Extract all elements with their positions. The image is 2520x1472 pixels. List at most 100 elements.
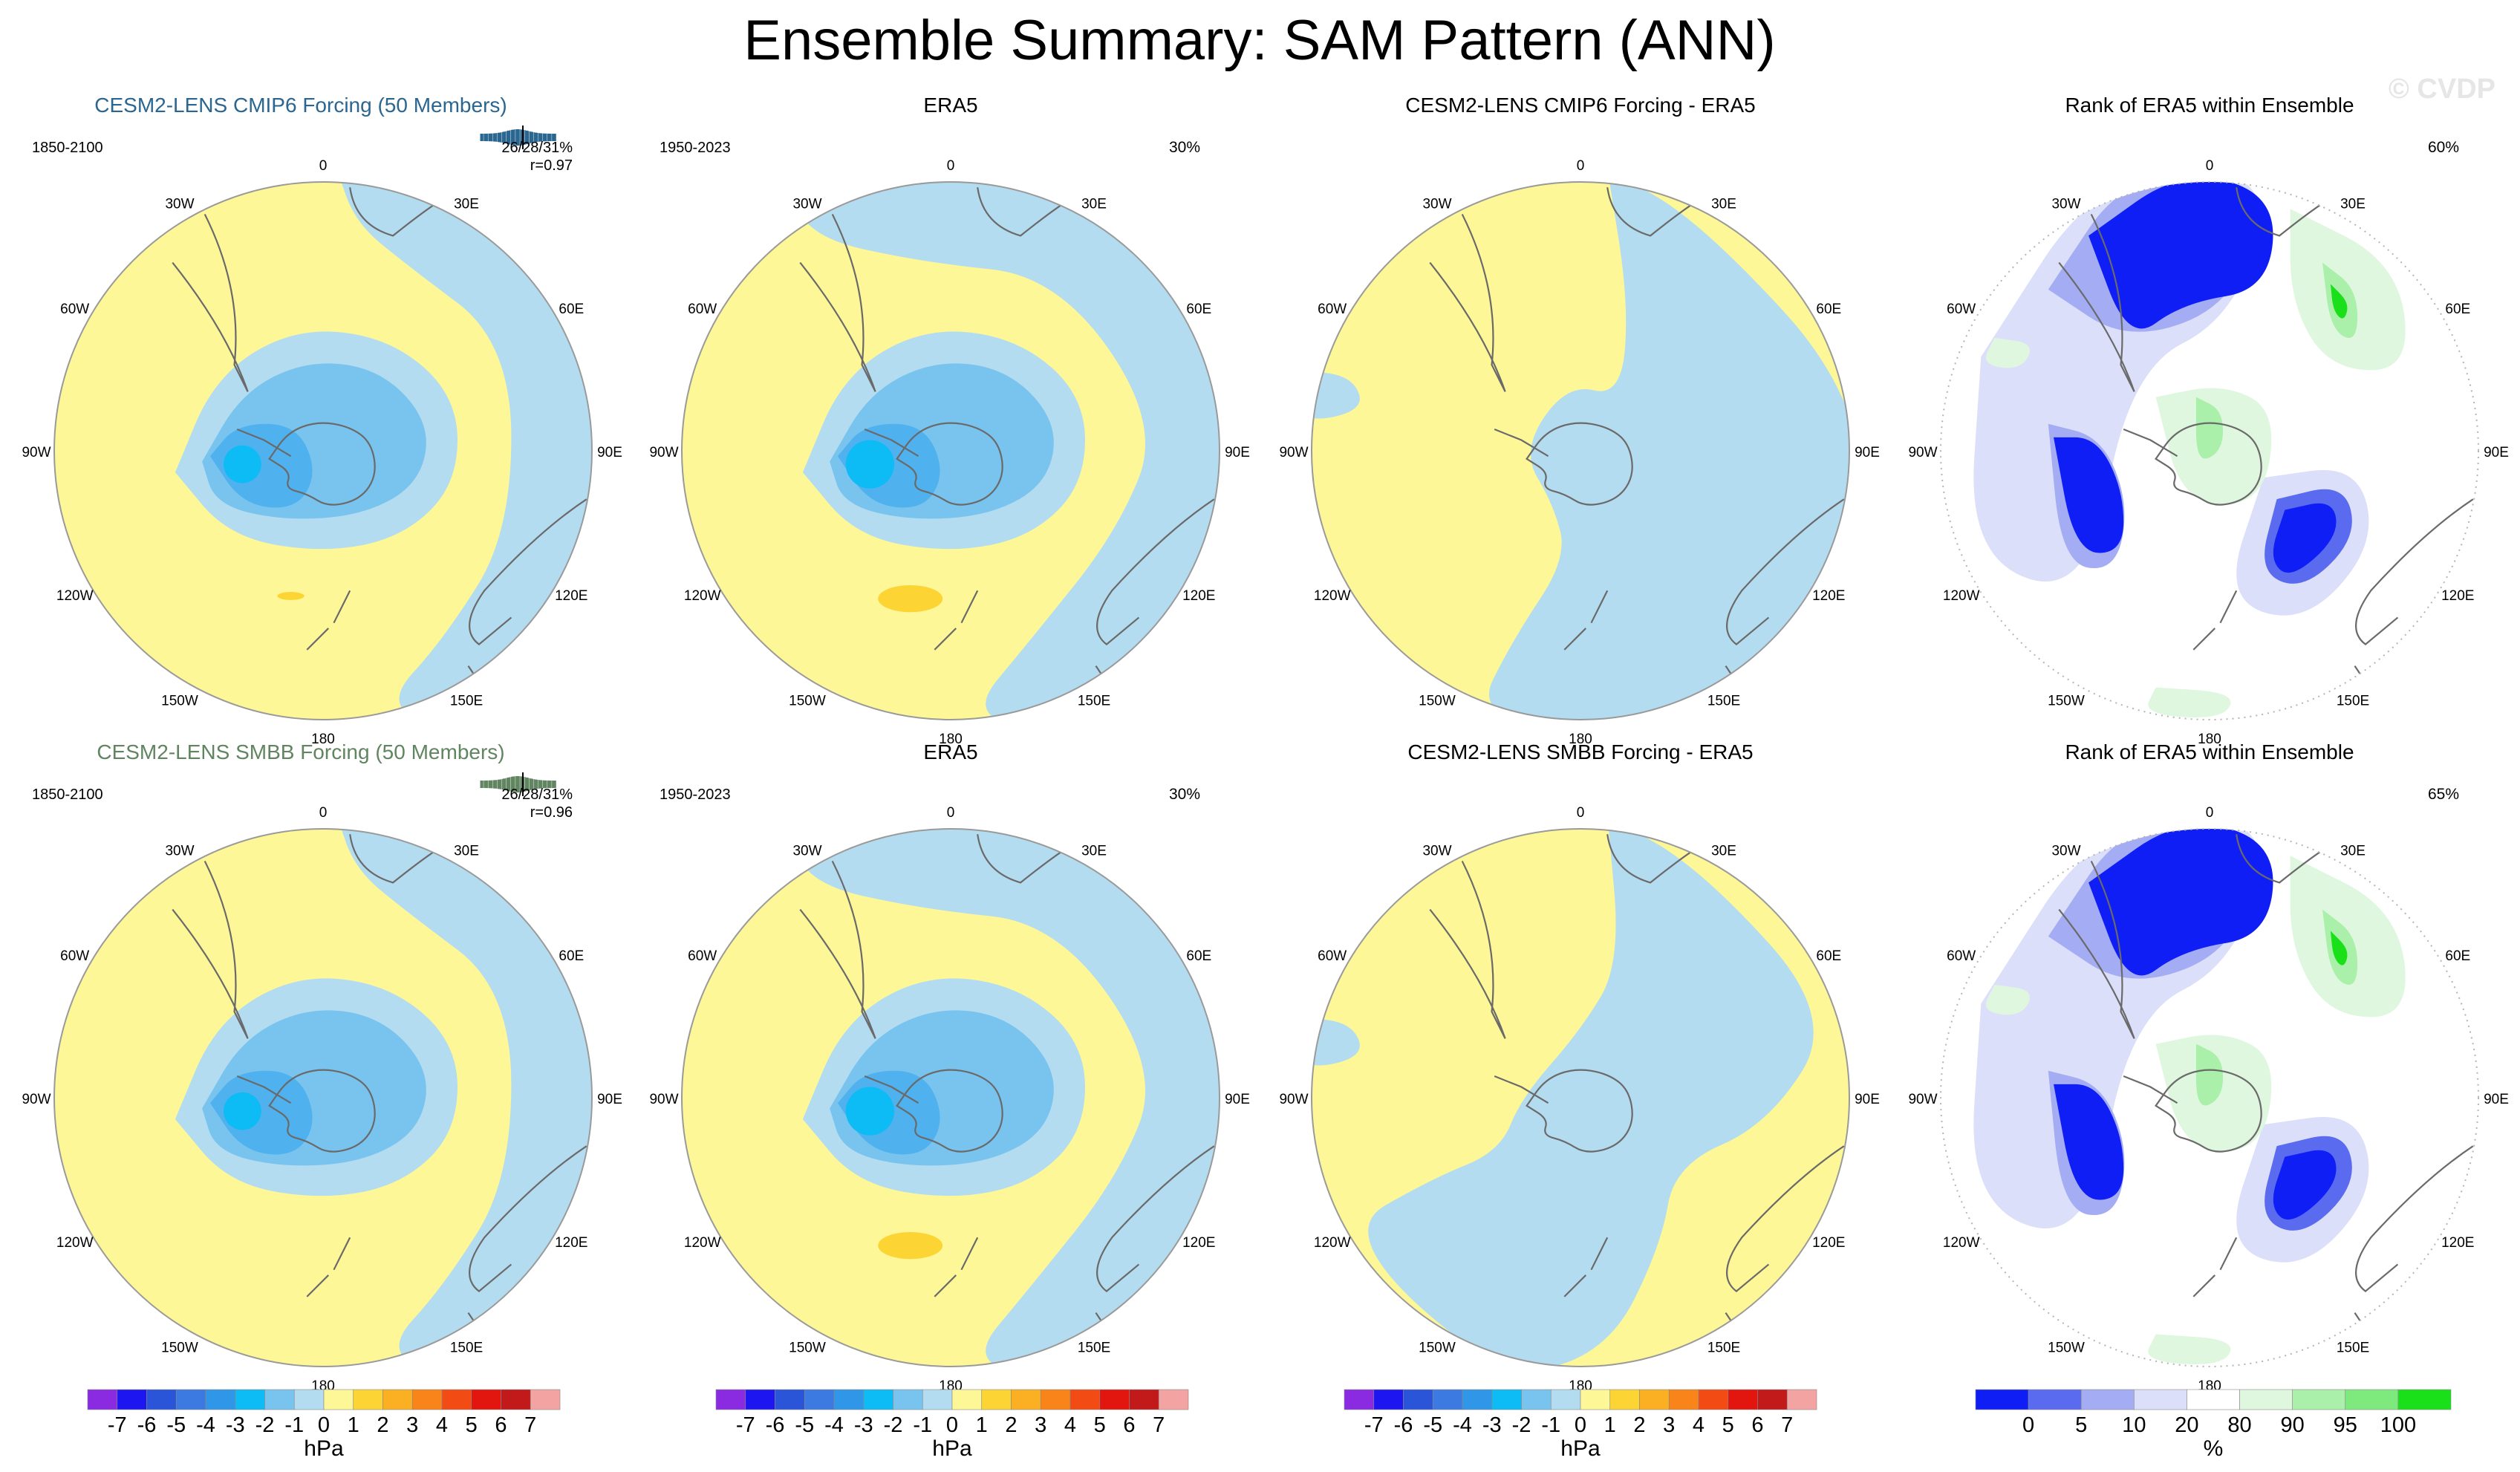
rank-region bbox=[2054, 437, 2124, 553]
colorbar-bin bbox=[146, 1389, 177, 1410]
lon-label: 150W bbox=[161, 693, 198, 709]
colorbar-tick-label: 2 bbox=[377, 1413, 388, 1437]
antarctic-peninsula-coastline bbox=[236, 429, 292, 457]
map-panel-rank: 030E60E90E120E150E180150W120W90W60W30WRa… bbox=[1908, 740, 2508, 1394]
colorbar-bin bbox=[2345, 1389, 2399, 1410]
colorbar: -7 -6 -5 -4 -3 -2 -1 0 1 2 3 4 5 6 7 hPa bbox=[715, 1389, 1189, 1461]
colorbar-bin bbox=[2080, 1389, 2135, 1410]
lon-label: 30W bbox=[792, 844, 821, 859]
rank-region bbox=[2330, 931, 2348, 965]
negative-anomaly-region bbox=[336, 182, 592, 720]
colorbar-tick-label: -7 bbox=[736, 1413, 755, 1437]
negative-difference-region bbox=[1489, 182, 1849, 720]
lon-label: 30W bbox=[1422, 844, 1451, 859]
rank-region bbox=[2054, 1084, 2124, 1200]
colorbar-bin bbox=[2187, 1389, 2240, 1410]
lon-label: 30E bbox=[1081, 844, 1107, 859]
colorbar-tick-label: 1 bbox=[976, 1413, 988, 1437]
south-america-coastline bbox=[172, 213, 249, 392]
rank-region bbox=[2195, 397, 2224, 459]
lon-label: 150W bbox=[1419, 1340, 1456, 1355]
negative-difference-region bbox=[1368, 829, 1814, 1367]
lon-label: 0 bbox=[319, 805, 328, 821]
colorbar-bin bbox=[382, 1389, 413, 1410]
lon-label: 90W bbox=[649, 445, 678, 460]
colorbar-bin bbox=[775, 1389, 805, 1410]
lon-label: 0 bbox=[1577, 158, 1585, 174]
colorbar-bin bbox=[1040, 1389, 1071, 1410]
rank-region bbox=[2273, 1150, 2337, 1220]
colorbar-bin bbox=[1786, 1389, 1817, 1410]
colorbar-tick-label: 1 bbox=[1604, 1413, 1616, 1437]
colorbar-tick-label: 2 bbox=[1633, 1413, 1645, 1437]
new-zealand-coastline bbox=[934, 590, 979, 651]
period-label: 1850-2100 bbox=[32, 140, 103, 156]
pattern-correlation-label: r=0.97 bbox=[530, 157, 573, 174]
pattern-percent-label: 30% bbox=[1169, 139, 1200, 156]
colorbar-tick-label: 4 bbox=[1064, 1413, 1076, 1437]
lon-label: 60E bbox=[1186, 302, 1211, 317]
lon-label: 150E bbox=[1078, 693, 1110, 709]
anomaly-contour-neg3 bbox=[209, 423, 313, 508]
south-america-coastline bbox=[172, 860, 249, 1039]
lon-label: 90W bbox=[1279, 1092, 1308, 1107]
lon-label: 60E bbox=[2445, 302, 2470, 317]
new-zealand-coastline bbox=[1563, 590, 1609, 651]
antarctica-coastline bbox=[2155, 1069, 2262, 1153]
colorbar-bin bbox=[353, 1389, 383, 1410]
rank-region bbox=[1986, 337, 2030, 368]
lon-label: 90W bbox=[1908, 1092, 1937, 1107]
colorbar-tick-label: 0 bbox=[318, 1413, 330, 1437]
anomaly-contour-neg3 bbox=[209, 1070, 313, 1155]
lon-label: 150W bbox=[789, 693, 826, 709]
map-boundary bbox=[1940, 181, 2479, 720]
period-label: 1950-2023 bbox=[660, 140, 731, 156]
colorbar-tick-label: 0 bbox=[2022, 1413, 2034, 1437]
colorbar-bin bbox=[1158, 1389, 1189, 1410]
lon-label: 120E bbox=[1812, 1235, 1845, 1251]
panel-title: ERA5 bbox=[923, 740, 977, 763]
colorbar-bin bbox=[1344, 1389, 1375, 1410]
colorbar-bin bbox=[175, 1389, 206, 1410]
colorbar-tick-label: -4 bbox=[824, 1413, 844, 1437]
lon-label: 0 bbox=[947, 805, 955, 821]
colorbar-bin bbox=[833, 1389, 865, 1410]
lon-label: 60W bbox=[1318, 948, 1347, 964]
south-america-coastline bbox=[2058, 860, 2135, 1039]
colorbar-bin bbox=[264, 1389, 295, 1410]
colorbar-bin bbox=[715, 1389, 746, 1410]
colorbar-tick-label: 95 bbox=[2334, 1413, 2357, 1437]
positive-anomaly-region bbox=[878, 1232, 943, 1260]
colorbar-tick-label: -4 bbox=[196, 1413, 215, 1437]
new-zealand-coastline bbox=[1563, 1237, 1609, 1297]
map-panel-obs: 030E60E90E120E150E180150W120W90W60W30WER… bbox=[649, 740, 1249, 1394]
colorbar-tick-label: -1 bbox=[913, 1413, 932, 1437]
panel-title: CESM2-LENS CMIP6 Forcing - ERA5 bbox=[1405, 94, 1755, 117]
lon-label: 150W bbox=[1419, 693, 1456, 709]
lon-label: 60E bbox=[1816, 302, 1841, 317]
colorbar-bin bbox=[893, 1389, 923, 1410]
colorbar: -7 -6 -5 -4 -3 -2 -1 0 1 2 3 4 5 6 7 hPa bbox=[87, 1389, 561, 1461]
australia-coastline bbox=[1096, 498, 1215, 646]
lon-label: 120E bbox=[1812, 588, 1845, 604]
lon-label: 120E bbox=[555, 1235, 587, 1251]
lon-label: 60W bbox=[60, 302, 89, 317]
colorbar-bin bbox=[863, 1389, 893, 1410]
lon-label: 30W bbox=[2051, 844, 2080, 859]
colorbar-unit-label: hPa bbox=[1560, 1436, 1601, 1461]
colorbar-bin bbox=[804, 1389, 835, 1410]
colorbar-tick-label: -7 bbox=[108, 1413, 127, 1437]
lon-label: 150E bbox=[450, 1340, 483, 1355]
lon-label: 60E bbox=[559, 302, 584, 317]
africa-coastline bbox=[1606, 187, 1694, 237]
colorbar-bin bbox=[1668, 1389, 1699, 1410]
lon-label: 60E bbox=[1186, 948, 1211, 964]
new-zealand-coastline bbox=[934, 1237, 979, 1297]
lon-label: 90E bbox=[1855, 1092, 1880, 1107]
antarctic-peninsula-coastline bbox=[2123, 1075, 2178, 1104]
antarctic-peninsula-coastline bbox=[2123, 429, 2178, 457]
new-zealand-coastline bbox=[2192, 1237, 2238, 1297]
colorbar-tick-label: 5 bbox=[2075, 1413, 2087, 1437]
lon-label: 60W bbox=[1947, 948, 1976, 964]
negative-anomaly-region bbox=[789, 829, 1220, 1367]
